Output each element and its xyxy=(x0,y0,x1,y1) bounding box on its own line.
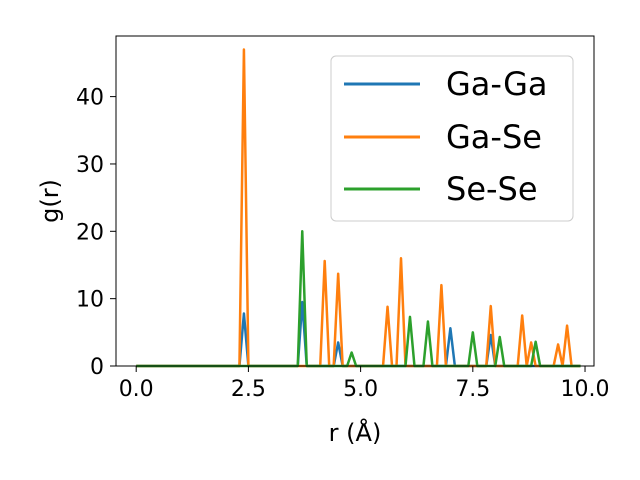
legend-box xyxy=(330,55,574,222)
legend-label: Ga-Se xyxy=(446,118,542,156)
x-tick-label: 5.0 xyxy=(343,377,378,402)
y-tick-label: 10 xyxy=(76,288,104,313)
y-tick-label: 20 xyxy=(76,220,104,245)
x-axis-label: r (Å) xyxy=(329,418,382,447)
legend: Ga-Ga Ga-Se Se-Se xyxy=(330,55,574,222)
axis-ticks: 0.0 2.5 5.0 7.5 10.0 0 10 20 30 40 xyxy=(76,86,610,402)
y-tick-label: 30 xyxy=(76,153,104,178)
legend-label: Se-Se xyxy=(446,170,538,208)
plot-frame xyxy=(115,35,595,367)
y-tick-label: 0 xyxy=(90,355,104,380)
y-tick-label: 40 xyxy=(76,86,104,111)
y-axis-label: g(r) xyxy=(36,179,64,223)
series-line-se-se xyxy=(136,230,581,368)
x-tick-label: 10.0 xyxy=(561,377,610,402)
legend-label: Ga-Ga xyxy=(446,65,548,103)
x-tick-label: 7.5 xyxy=(455,377,490,402)
x-tick-label: 0.0 xyxy=(119,377,154,402)
x-tick-label: 2.5 xyxy=(231,377,266,402)
series-line-ga-ga xyxy=(136,300,581,368)
